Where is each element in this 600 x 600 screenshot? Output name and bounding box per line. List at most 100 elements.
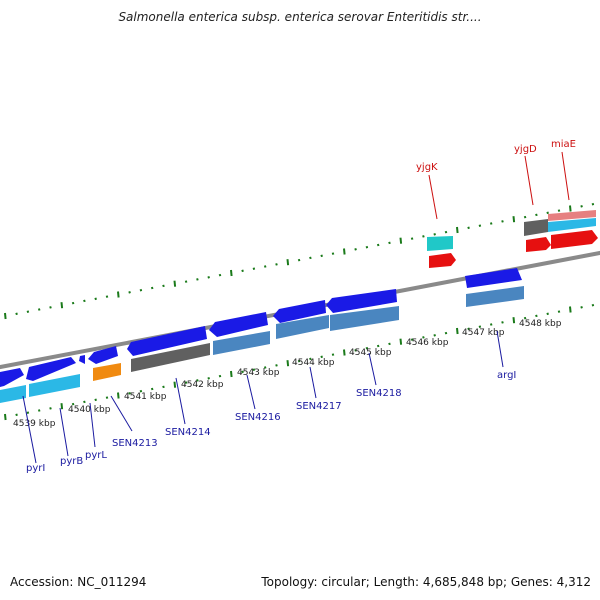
- gene-features: [0, 210, 598, 403]
- lower-scale-tick: [207, 377, 210, 380]
- upper-scale-tick: [263, 265, 267, 268]
- lower-scale-tick: [94, 398, 97, 402]
- lower-scale-tick: [286, 360, 290, 367]
- upper-scale-tick: [4, 312, 7, 320]
- upper-scale-tick: [444, 230, 448, 234]
- gene-arrow-pyrB[interactable]: [26, 357, 76, 381]
- gene-arrow-red-yjgK[interactable]: [429, 253, 456, 268]
- kbp-label: 4545 kbp: [349, 348, 392, 358]
- lower-scale-tick: [591, 303, 595, 307]
- gene-arrow-small[interactable]: [79, 355, 85, 364]
- gene-arrow-SEN4216[interactable]: [273, 300, 326, 323]
- gene-label-SEN4217[interactable]: SEN4217: [296, 401, 342, 412]
- gene-bar-cyan-miaE[interactable]: [548, 218, 596, 232]
- gene-label-yjgD[interactable]: yjgD: [514, 144, 537, 155]
- gene-bar-steel-3[interactable]: [330, 306, 399, 331]
- gene-arrow-SEN4214[interactable]: [209, 312, 268, 337]
- gene-bar-teal-yjgK[interactable]: [427, 236, 453, 251]
- lower-scale-tick: [410, 338, 414, 341]
- gene-arrow-red-yjgD[interactable]: [526, 237, 551, 252]
- upper-scale-tick: [580, 205, 583, 208]
- gene-arrow-SEN4213[interactable]: [127, 326, 207, 356]
- upper-scale-tick: [241, 269, 244, 273]
- lower-scale-tick: [343, 349, 346, 356]
- gene-bar-cyan-2[interactable]: [29, 374, 80, 397]
- gene-bar-orange[interactable]: [93, 363, 121, 381]
- gene-bar-steel-2[interactable]: [276, 315, 329, 339]
- upper-scale-tick: [489, 222, 493, 225]
- kbp-label: 4543 kbp: [237, 368, 280, 378]
- kbp-label: 4548 kbp: [519, 319, 562, 329]
- gene-arrow-pyrI[interactable]: [0, 368, 24, 387]
- lower-scale-tick: [263, 366, 267, 369]
- upper-scale-tick: [26, 310, 30, 313]
- genome-summary-text: Topology: circular; Length: 4,685,848 bp…: [261, 575, 591, 589]
- gene-label-pyrB[interactable]: pyrB: [60, 456, 83, 467]
- lower-scale-tick: [275, 364, 278, 367]
- gene-arrow-SEN4217[interactable]: [326, 289, 397, 313]
- upper-scale-tick: [60, 302, 64, 309]
- gene-arrow-argI[interactable]: [465, 268, 522, 288]
- lower-scale-tick: [49, 407, 52, 410]
- lower-scale-tick: [71, 402, 75, 406]
- lower-scale-tick: [489, 323, 493, 326]
- upper-scale-tick: [365, 245, 369, 249]
- gene-arrow-red-miaE[interactable]: [551, 230, 598, 249]
- upper-scale-tick: [456, 226, 459, 234]
- upper-scale-tick: [388, 241, 391, 245]
- gene-bar-pink-miaE[interactable]: [548, 210, 596, 221]
- upper-scale-tick: [297, 258, 301, 262]
- gene-label-miaE[interactable]: miaE: [551, 139, 576, 150]
- upper-scale-tick: [139, 288, 143, 292]
- upper-scale-tick: [523, 215, 527, 219]
- gene-bar-steel-1[interactable]: [213, 331, 270, 355]
- lower-scale-tick: [230, 370, 233, 378]
- gene-label-pyrI[interactable]: pyrI: [26, 463, 45, 474]
- gene-label-argI[interactable]: argI: [497, 370, 516, 381]
- accession-text: Accession: NC_011294: [10, 575, 147, 589]
- lower-scale-tick: [354, 349, 357, 352]
- kbp-label: 4541 kbp: [124, 392, 167, 402]
- upper-scale-tick: [128, 291, 131, 294]
- lower-scale-tick: [422, 336, 425, 339]
- upper-scale-tick: [218, 273, 222, 277]
- gene-bar-gray-yjgD[interactable]: [524, 219, 548, 236]
- lower-scale-tick: [297, 359, 301, 363]
- upper-scale-tick: [49, 306, 52, 309]
- lower-scale-tick: [4, 413, 7, 421]
- lower-scale-tick: [535, 314, 538, 318]
- upper-scale-tick: [467, 226, 470, 230]
- gene-label-SEN4216[interactable]: SEN4216: [235, 412, 281, 423]
- upper-scale-tick: [207, 276, 210, 279]
- gene-bar-gray-1[interactable]: [131, 343, 210, 372]
- upper-scale-tick: [331, 252, 335, 255]
- lower-scale-tick: [501, 321, 504, 324]
- gene-bar-steel-4[interactable]: [466, 286, 524, 307]
- gene-bar-cyan-1[interactable]: [0, 385, 26, 403]
- upper-tick-row: [4, 202, 595, 320]
- lower-scale-tick: [26, 411, 30, 414]
- lower-scale-tick: [309, 357, 312, 361]
- gene-arrow-pyrL[interactable]: [88, 346, 118, 364]
- top-gene-labels: yjgK yjgD miaE: [416, 139, 576, 173]
- gene-label-SEN4213[interactable]: SEN4213: [112, 438, 158, 449]
- kbp-label: 4547 kbp: [462, 328, 505, 338]
- lower-scale-tick: [388, 342, 391, 346]
- upper-scale-tick: [422, 235, 425, 238]
- upper-scale-tick: [591, 202, 595, 206]
- upper-scale-tick: [512, 216, 516, 223]
- kbp-label: 4544 kbp: [292, 358, 335, 368]
- lower-scale-tick: [128, 392, 131, 395]
- bottom-gene-labels: pyrI pyrB pyrL SEN4213 SEN4214 SEN4216 S…: [26, 370, 516, 474]
- gene-label-SEN4214[interactable]: SEN4214: [165, 427, 211, 438]
- lower-scale-tick: [376, 344, 380, 348]
- gene-label-pyrL[interactable]: pyrL: [85, 450, 107, 461]
- upper-scale-tick: [557, 209, 561, 212]
- lower-scale-tick: [523, 316, 527, 320]
- kbp-label: 4539 kbp: [13, 419, 56, 429]
- gene-label-yjgK[interactable]: yjgK: [416, 162, 438, 173]
- upper-scale-tick: [546, 211, 549, 215]
- lower-scale-tick: [444, 331, 448, 335]
- lower-scale-tick: [365, 346, 369, 350]
- gene-label-SEN4218[interactable]: SEN4218: [356, 388, 402, 399]
